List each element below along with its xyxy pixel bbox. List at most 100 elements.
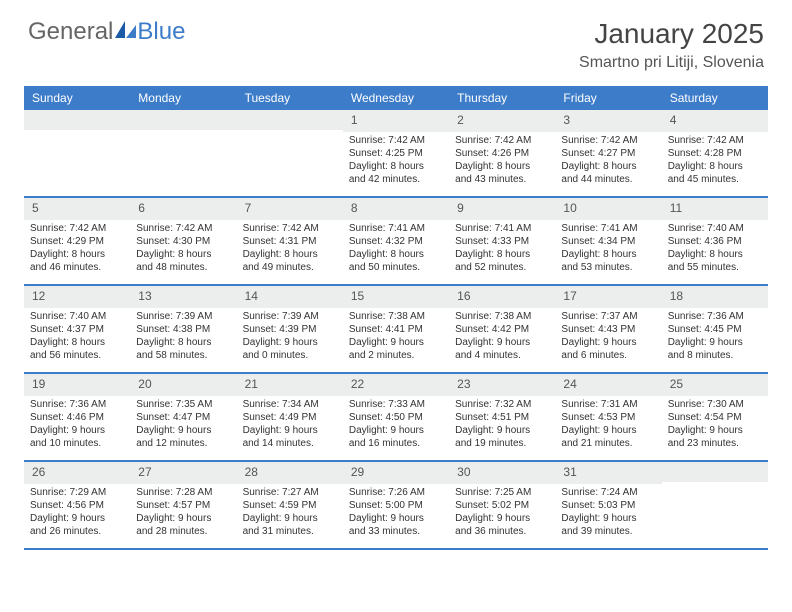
day-cell: 9Sunrise: 7:41 AMSunset: 4:33 PMDaylight…: [449, 198, 555, 284]
day-cell: 23Sunrise: 7:32 AMSunset: 4:51 PMDayligh…: [449, 374, 555, 460]
sunset-text: Sunset: 4:51 PM: [455, 411, 549, 424]
day-number: [237, 110, 343, 130]
week-row: 12Sunrise: 7:40 AMSunset: 4:37 PMDayligh…: [24, 286, 768, 374]
day-info: Sunrise: 7:42 AMSunset: 4:26 PMDaylight:…: [449, 132, 555, 192]
daylight-line1: Daylight: 9 hours: [30, 512, 124, 525]
daylight-line2: and 39 minutes.: [561, 525, 655, 538]
daylight-line1: Daylight: 9 hours: [561, 336, 655, 349]
day-cell: [130, 110, 236, 196]
sunset-text: Sunset: 4:38 PM: [136, 323, 230, 336]
day-number: 11: [662, 198, 768, 220]
sunset-text: Sunset: 4:37 PM: [30, 323, 124, 336]
sunrise-text: Sunrise: 7:30 AM: [668, 398, 762, 411]
day-number: 15: [343, 286, 449, 308]
day-number: 31: [555, 462, 661, 484]
daylight-line1: Daylight: 9 hours: [561, 424, 655, 437]
day-number: 8: [343, 198, 449, 220]
page-header: General Blue January 2025 Smartno pri Li…: [0, 0, 792, 80]
daylight-line1: Daylight: 9 hours: [455, 336, 549, 349]
day-number: 12: [24, 286, 130, 308]
day-info: Sunrise: 7:27 AMSunset: 4:59 PMDaylight:…: [237, 484, 343, 544]
day-number: 13: [130, 286, 236, 308]
day-number: [24, 110, 130, 130]
day-cell: 30Sunrise: 7:25 AMSunset: 5:02 PMDayligh…: [449, 462, 555, 548]
day-info: Sunrise: 7:32 AMSunset: 4:51 PMDaylight:…: [449, 396, 555, 456]
sunrise-text: Sunrise: 7:41 AM: [455, 222, 549, 235]
brand-logo: General Blue: [28, 18, 185, 46]
daylight-line2: and 23 minutes.: [668, 437, 762, 450]
day-number: 24: [555, 374, 661, 396]
daylight-line2: and 0 minutes.: [243, 349, 337, 362]
sunrise-text: Sunrise: 7:41 AM: [561, 222, 655, 235]
sunrise-text: Sunrise: 7:29 AM: [30, 486, 124, 499]
sunrise-text: Sunrise: 7:36 AM: [668, 310, 762, 323]
day-info: Sunrise: 7:42 AMSunset: 4:29 PMDaylight:…: [24, 220, 130, 280]
daylight-line2: and 58 minutes.: [136, 349, 230, 362]
day-cell: 14Sunrise: 7:39 AMSunset: 4:39 PMDayligh…: [237, 286, 343, 372]
daylight-line1: Daylight: 8 hours: [349, 248, 443, 261]
daylight-line1: Daylight: 9 hours: [455, 424, 549, 437]
calendar-grid: Sunday Monday Tuesday Wednesday Thursday…: [24, 86, 768, 550]
sunrise-text: Sunrise: 7:28 AM: [136, 486, 230, 499]
sunrise-text: Sunrise: 7:42 AM: [243, 222, 337, 235]
daylight-line2: and 43 minutes.: [455, 173, 549, 186]
daylight-line2: and 10 minutes.: [30, 437, 124, 450]
sunrise-text: Sunrise: 7:39 AM: [136, 310, 230, 323]
day-number: 16: [449, 286, 555, 308]
sunset-text: Sunset: 4:31 PM: [243, 235, 337, 248]
daylight-line2: and 52 minutes.: [455, 261, 549, 274]
daylight-line1: Daylight: 9 hours: [136, 424, 230, 437]
sunset-text: Sunset: 4:50 PM: [349, 411, 443, 424]
day-cell: 10Sunrise: 7:41 AMSunset: 4:34 PMDayligh…: [555, 198, 661, 284]
week-row: 5Sunrise: 7:42 AMSunset: 4:29 PMDaylight…: [24, 198, 768, 286]
sunrise-text: Sunrise: 7:25 AM: [455, 486, 549, 499]
daylight-line1: Daylight: 8 hours: [30, 336, 124, 349]
day-number: 28: [237, 462, 343, 484]
month-title: January 2025: [579, 18, 764, 50]
sunset-text: Sunset: 4:57 PM: [136, 499, 230, 512]
sunrise-text: Sunrise: 7:24 AM: [561, 486, 655, 499]
sunset-text: Sunset: 4:54 PM: [668, 411, 762, 424]
day-info: Sunrise: 7:36 AMSunset: 4:46 PMDaylight:…: [24, 396, 130, 456]
daylight-line2: and 12 minutes.: [136, 437, 230, 450]
day-number: 26: [24, 462, 130, 484]
day-cell: 19Sunrise: 7:36 AMSunset: 4:46 PMDayligh…: [24, 374, 130, 460]
sunset-text: Sunset: 4:36 PM: [668, 235, 762, 248]
daylight-line1: Daylight: 8 hours: [455, 248, 549, 261]
day-number: 23: [449, 374, 555, 396]
day-cell: 15Sunrise: 7:38 AMSunset: 4:41 PMDayligh…: [343, 286, 449, 372]
day-header-row: Sunday Monday Tuesday Wednesday Thursday…: [24, 86, 768, 110]
day-cell: 6Sunrise: 7:42 AMSunset: 4:30 PMDaylight…: [130, 198, 236, 284]
day-info: Sunrise: 7:42 AMSunset: 4:31 PMDaylight:…: [237, 220, 343, 280]
sunrise-text: Sunrise: 7:42 AM: [136, 222, 230, 235]
title-block: January 2025 Smartno pri Litiji, Sloveni…: [579, 18, 764, 72]
daylight-line2: and 48 minutes.: [136, 261, 230, 274]
daylight-line2: and 31 minutes.: [243, 525, 337, 538]
day-cell: [662, 462, 768, 548]
day-info: Sunrise: 7:34 AMSunset: 4:49 PMDaylight:…: [237, 396, 343, 456]
sunrise-text: Sunrise: 7:32 AM: [455, 398, 549, 411]
daylight-line1: Daylight: 9 hours: [30, 424, 124, 437]
sunset-text: Sunset: 4:47 PM: [136, 411, 230, 424]
day-cell: 27Sunrise: 7:28 AMSunset: 4:57 PMDayligh…: [130, 462, 236, 548]
day-cell: 26Sunrise: 7:29 AMSunset: 4:56 PMDayligh…: [24, 462, 130, 548]
daylight-line1: Daylight: 9 hours: [561, 512, 655, 525]
daylight-line2: and 8 minutes.: [668, 349, 762, 362]
daylight-line2: and 21 minutes.: [561, 437, 655, 450]
day-number: 1: [343, 110, 449, 132]
day-cell: 5Sunrise: 7:42 AMSunset: 4:29 PMDaylight…: [24, 198, 130, 284]
day-number: 4: [662, 110, 768, 132]
day-cell: 31Sunrise: 7:24 AMSunset: 5:03 PMDayligh…: [555, 462, 661, 548]
sunset-text: Sunset: 4:29 PM: [30, 235, 124, 248]
day-number: 3: [555, 110, 661, 132]
day-label-tue: Tuesday: [237, 86, 343, 110]
day-number: 22: [343, 374, 449, 396]
sunrise-text: Sunrise: 7:40 AM: [668, 222, 762, 235]
sunrise-text: Sunrise: 7:26 AM: [349, 486, 443, 499]
day-label-sat: Saturday: [662, 86, 768, 110]
daylight-line2: and 19 minutes.: [455, 437, 549, 450]
day-info: Sunrise: 7:38 AMSunset: 4:41 PMDaylight:…: [343, 308, 449, 368]
day-number: 27: [130, 462, 236, 484]
sunset-text: Sunset: 4:53 PM: [561, 411, 655, 424]
sunrise-text: Sunrise: 7:39 AM: [243, 310, 337, 323]
